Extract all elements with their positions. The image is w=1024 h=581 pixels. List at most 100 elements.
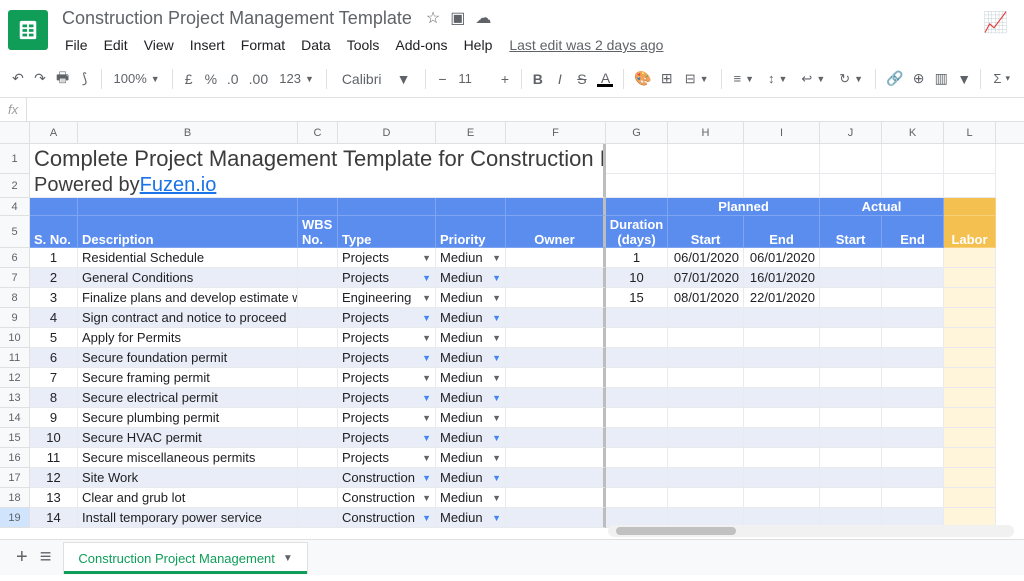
menu-help[interactable]: Help xyxy=(457,33,500,57)
cell-wbs[interactable] xyxy=(298,308,338,328)
cell-duration[interactable]: 15 xyxy=(606,288,668,308)
cell-start[interactable] xyxy=(668,388,744,408)
cell-aend[interactable] xyxy=(882,308,944,328)
cell-labor[interactable] xyxy=(944,468,996,488)
cell-desc[interactable]: Apply for Permits xyxy=(78,328,298,348)
cell-priority-dropdown[interactable]: Mediun▼ xyxy=(436,328,506,348)
cell-duration[interactable] xyxy=(606,408,668,428)
cell-start[interactable]: 06/01/2020 xyxy=(668,248,744,268)
cell-owner[interactable] xyxy=(506,368,606,388)
cell-owner[interactable] xyxy=(506,388,606,408)
row-header[interactable]: 17 xyxy=(0,468,30,488)
cell-owner[interactable] xyxy=(506,288,606,308)
cell-priority-dropdown[interactable]: Mediun▼ xyxy=(436,368,506,388)
row-header[interactable]: 14 xyxy=(0,408,30,428)
cell-labor[interactable] xyxy=(944,288,996,308)
row-header[interactable]: 7 xyxy=(0,268,30,288)
cell-labor[interactable] xyxy=(944,308,996,328)
cell-type-dropdown[interactable]: Projects▼ xyxy=(338,328,436,348)
col-header-J[interactable]: J xyxy=(820,122,882,143)
cell-start[interactable] xyxy=(668,368,744,388)
increase-decimal-button[interactable]: .00 xyxy=(245,67,272,91)
cell-labor[interactable] xyxy=(944,248,996,268)
cell-owner[interactable] xyxy=(506,468,606,488)
cell-astart[interactable] xyxy=(820,428,882,448)
add-sheet-button[interactable]: + xyxy=(16,546,28,569)
cell-wbs[interactable] xyxy=(298,448,338,468)
cell-wbs[interactable] xyxy=(298,388,338,408)
cell-aend[interactable] xyxy=(882,388,944,408)
menu-edit[interactable]: Edit xyxy=(97,33,135,57)
cell-astart[interactable] xyxy=(820,368,882,388)
font-size-input[interactable]: 11 xyxy=(454,69,493,88)
font-select[interactable]: Calibri▼ xyxy=(333,68,420,90)
cell-start[interactable] xyxy=(668,468,744,488)
cell-desc[interactable]: Install temporary power service xyxy=(78,508,298,528)
cell-astart[interactable] xyxy=(820,268,882,288)
cell-priority-dropdown[interactable]: Mediun▼ xyxy=(436,388,506,408)
header-cell[interactable] xyxy=(436,198,506,216)
cell-owner[interactable] xyxy=(506,308,606,328)
col-header-G[interactable]: G xyxy=(606,122,668,143)
header-cell[interactable] xyxy=(30,198,78,216)
cell-end[interactable] xyxy=(744,448,820,468)
strike-button[interactable]: S xyxy=(572,67,592,91)
cell-end[interactable] xyxy=(744,308,820,328)
cell-wbs[interactable] xyxy=(298,468,338,488)
cell-sno[interactable]: 14 xyxy=(30,508,78,528)
cell-start[interactable] xyxy=(668,308,744,328)
cell-start[interactable] xyxy=(668,448,744,468)
cell-duration[interactable] xyxy=(606,448,668,468)
cell-duration[interactable] xyxy=(606,428,668,448)
cell-start[interactable] xyxy=(668,428,744,448)
cell-labor[interactable] xyxy=(944,448,996,468)
header-actual[interactable]: Actual xyxy=(820,198,944,216)
undo-icon[interactable]: ↶ xyxy=(8,66,28,91)
cell-aend[interactable] xyxy=(882,408,944,428)
cell-desc[interactable]: Clear and grub lot xyxy=(78,488,298,508)
cell[interactable] xyxy=(820,174,882,198)
cell[interactable] xyxy=(882,174,944,198)
cell[interactable] xyxy=(944,174,996,198)
cell-owner[interactable] xyxy=(506,248,606,268)
cell-astart[interactable] xyxy=(820,408,882,428)
cell-owner[interactable] xyxy=(506,268,606,288)
cell-start[interactable] xyxy=(668,328,744,348)
cell-desc[interactable]: Secure foundation permit xyxy=(78,348,298,368)
header-cell[interactable] xyxy=(506,198,606,216)
menu-view[interactable]: View xyxy=(137,33,181,57)
cell-astart[interactable] xyxy=(820,328,882,348)
cell-priority-dropdown[interactable]: Mediun▼ xyxy=(436,348,506,368)
header-priority[interactable]: Priority xyxy=(436,216,506,248)
cell[interactable] xyxy=(668,174,744,198)
rotate-button[interactable]: ↻▼ xyxy=(833,69,869,89)
cell-priority-dropdown[interactable]: Mediun▼ xyxy=(436,488,506,508)
cell-duration[interactable]: 1 xyxy=(606,248,668,268)
all-sheets-button[interactable]: ≡ xyxy=(40,546,52,569)
header-duration[interactable]: Duration (days) xyxy=(606,216,668,248)
row-header[interactable]: 13 xyxy=(0,388,30,408)
cell-aend[interactable] xyxy=(882,348,944,368)
header-sno[interactable]: S. No. xyxy=(30,216,78,248)
cell-sno[interactable]: 3 xyxy=(30,288,78,308)
cell-desc[interactable]: Secure electrical permit xyxy=(78,388,298,408)
cell-duration[interactable] xyxy=(606,348,668,368)
cell-duration[interactable] xyxy=(606,308,668,328)
cell-type-dropdown[interactable]: Construction▼ xyxy=(338,488,436,508)
cell-desc[interactable]: Site Work xyxy=(78,468,298,488)
col-header-L[interactable]: L xyxy=(944,122,996,143)
cell-labor[interactable] xyxy=(944,348,996,368)
cell-astart[interactable] xyxy=(820,288,882,308)
borders-button[interactable]: ⊞ xyxy=(657,66,677,91)
cell-start[interactable] xyxy=(668,348,744,368)
header-cell[interactable] xyxy=(298,198,338,216)
cell-sno[interactable]: 7 xyxy=(30,368,78,388)
cell-labor[interactable] xyxy=(944,328,996,348)
cell-owner[interactable] xyxy=(506,428,606,448)
cell-wbs[interactable] xyxy=(298,248,338,268)
cell-aend[interactable] xyxy=(882,248,944,268)
header-type[interactable]: Type xyxy=(338,216,436,248)
link-button[interactable]: 🔗 xyxy=(882,66,907,91)
cell-duration[interactable] xyxy=(606,468,668,488)
cell-priority-dropdown[interactable]: Mediun▼ xyxy=(436,448,506,468)
